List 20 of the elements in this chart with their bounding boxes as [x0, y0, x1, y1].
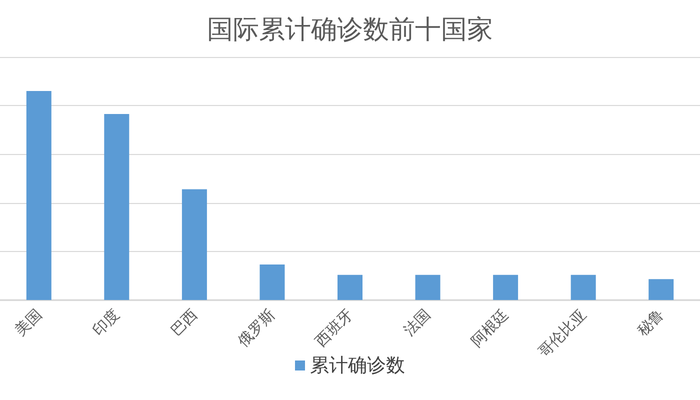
- bar: [570, 274, 596, 300]
- bar: [415, 274, 440, 300]
- chart-title: 国际累计确诊数前十国家: [207, 15, 493, 45]
- x-tick-label: 西班牙: [312, 306, 356, 350]
- bar: [493, 274, 518, 300]
- x-tick-label: 印度: [89, 306, 124, 340]
- legend-label: 累计确诊数: [310, 354, 405, 376]
- x-tick-label: 巴西: [166, 306, 201, 340]
- x-tick-label: 俄罗斯: [234, 306, 279, 350]
- x-tick-label: 美国: [11, 306, 46, 340]
- x-tick-label: 秘鲁: [634, 306, 668, 340]
- bar: [338, 274, 362, 300]
- bar: [104, 114, 130, 300]
- bar: [648, 279, 674, 300]
- x-tick-label: 阿根廷: [467, 306, 512, 350]
- x-tick-label: 法国: [400, 306, 434, 340]
- bar: [182, 189, 207, 300]
- bar: [260, 264, 285, 300]
- bar: [26, 91, 52, 300]
- x-tick-label: 哥伦比亚: [534, 306, 590, 361]
